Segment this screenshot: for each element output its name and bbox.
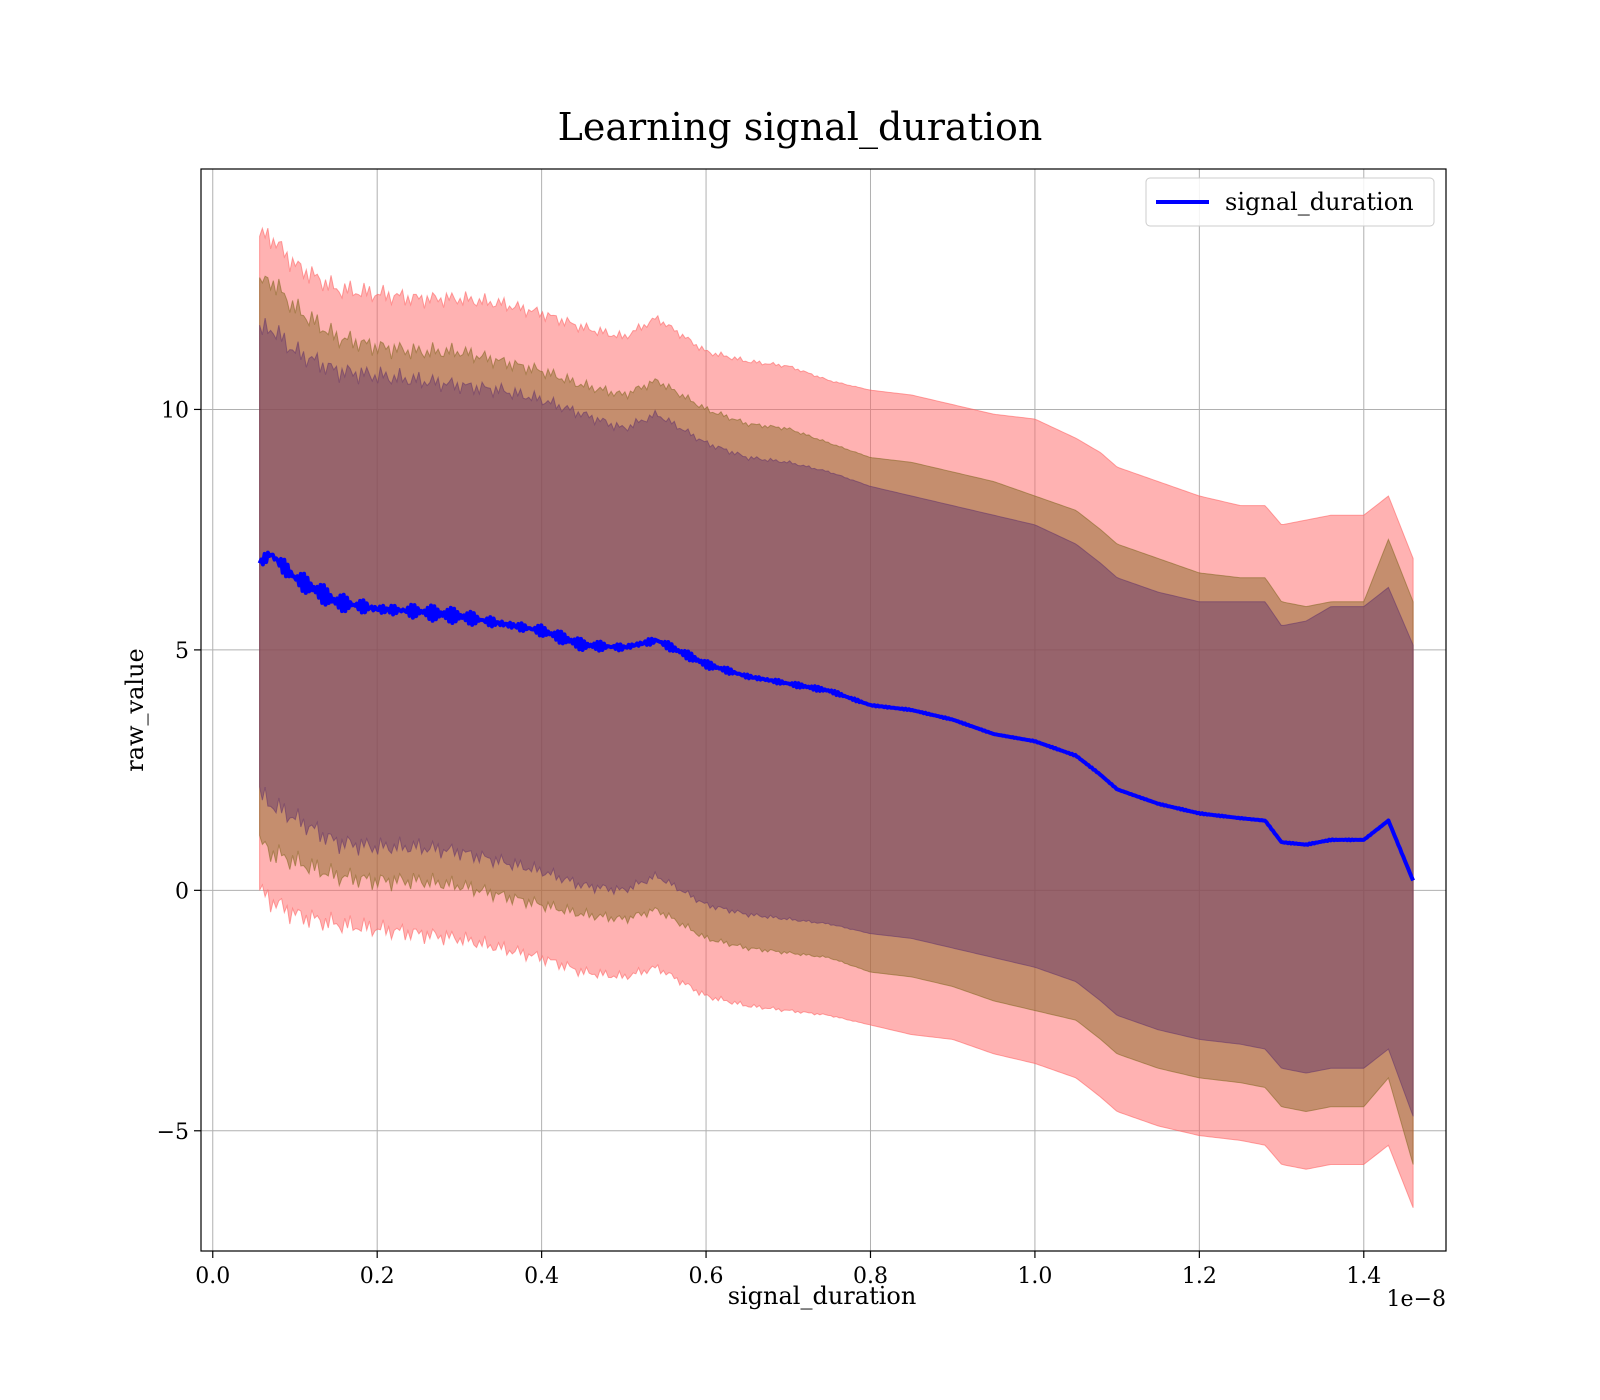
legend-box: [1145, 177, 1435, 227]
x-offset-label: 1e−8: [1387, 1287, 1446, 1312]
y-tick-label: 10: [161, 398, 189, 423]
y-axis-label: raw_value: [121, 648, 149, 772]
bands: [259, 226, 1414, 1208]
x-axis-ticks: 0.0 0.2 0.4 0.6 0.8 1.0 1.2 1.4: [195, 1251, 1381, 1289]
series-lines: [257, 550, 1415, 882]
series-line: [257, 550, 1415, 882]
chart-title: Learning signal_duration: [558, 105, 1043, 150]
x-tick-label: 0.0: [195, 1264, 230, 1289]
plot-frame: [200, 168, 1447, 1252]
x-tick-label: 1.0: [1017, 1264, 1052, 1289]
y-axis-ticks: −5 0 5 10: [157, 398, 201, 1145]
legend: signal_duration: [1145, 177, 1435, 227]
x-tick-label: 1.4: [1346, 1264, 1381, 1289]
x-tick-label: 0.8: [853, 1264, 888, 1289]
x-axis-label: signal_duration: [728, 1282, 917, 1310]
confidence-band: [259, 317, 1414, 1117]
x-tick-label: 0.4: [524, 1264, 559, 1289]
x-tick-label: 0.6: [689, 1264, 724, 1289]
y-tick-label: −5: [157, 1120, 189, 1145]
legend-label: signal_duration: [1225, 188, 1414, 216]
x-tick-label: 0.2: [360, 1264, 395, 1289]
y-tick-label: 0: [175, 879, 189, 904]
y-tick-label: 5: [175, 639, 189, 664]
x-tick-label: 1.2: [1182, 1264, 1217, 1289]
